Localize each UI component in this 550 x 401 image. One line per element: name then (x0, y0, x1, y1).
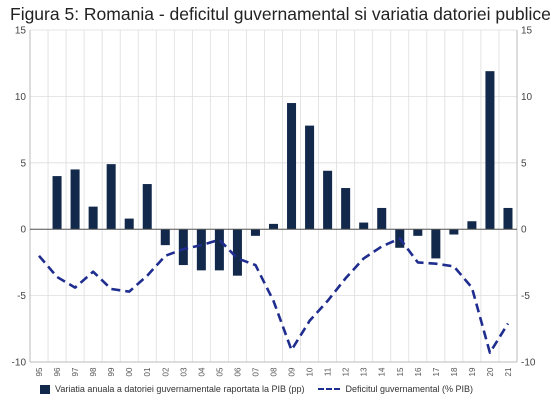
y-tick-label-right: 5 (521, 158, 527, 169)
bar-02 (160, 229, 170, 246)
bar-97 (70, 169, 80, 230)
x-tick-label: 97 (71, 367, 80, 376)
legend-item-line: Deficitul guvernamental (% PIB) (318, 384, 473, 394)
x-tick-label: 10 (306, 367, 315, 376)
legend-swatch-bars (40, 384, 50, 394)
chart-title: Figura 5: Romania - deficitul guvernamen… (10, 4, 550, 24)
legend-swatch-line (318, 388, 341, 390)
bar-20 (485, 71, 495, 230)
legend: Variatia anuala a datoriei guvernamental… (40, 384, 487, 394)
deficit-line (38, 237, 510, 355)
bar-06 (232, 229, 242, 276)
x-tick-label: 16 (414, 367, 423, 376)
y-tick-label-left: 10 (15, 92, 27, 103)
bar-13 (359, 222, 369, 230)
x-tick-label: 02 (161, 367, 170, 376)
legend-label-line: Deficitul guvernamental (% PIB) (345, 384, 474, 394)
y-tick-label-left: 5 (20, 158, 26, 169)
x-tick-label: 99 (107, 367, 116, 376)
line-layer (38, 237, 510, 355)
x-tick-label: 06 (233, 367, 242, 376)
bar-07 (250, 229, 260, 236)
bar-16 (413, 229, 423, 236)
grid-layer (29, 29, 518, 363)
y-tick-label-right: 0 (521, 225, 527, 236)
x-tick-label: 14 (378, 367, 387, 376)
bar-19 (467, 221, 477, 230)
x-tick-label: 07 (251, 367, 260, 376)
y-tick-label-right: 15 (521, 26, 533, 37)
bar-18 (449, 229, 459, 235)
x-tick-label: 01 (143, 367, 152, 376)
bar-08 (268, 223, 279, 230)
bar-17 (431, 229, 441, 259)
x-tick-label: 08 (270, 367, 279, 376)
y-tick-label-right: -10 (521, 358, 536, 369)
y-tick-label-left: 0 (20, 225, 26, 236)
y-tick-label-right: -5 (521, 291, 530, 302)
x-tick-label: 00 (125, 367, 134, 376)
x-tick-label: 04 (197, 367, 206, 376)
x-tick-label: 03 (179, 367, 188, 376)
bar-99 (106, 164, 116, 230)
bar-96 (52, 176, 62, 230)
bar-12 (341, 188, 351, 230)
bar-layer (52, 71, 513, 276)
x-tick-label: 95 (35, 367, 44, 376)
x-tick-label: 19 (468, 367, 477, 376)
bar-05 (214, 229, 224, 271)
x-tick-label: 96 (53, 367, 62, 376)
bar-09 (287, 103, 297, 230)
x-tick-label: 15 (396, 367, 405, 376)
bar-10 (305, 125, 315, 230)
y-tick-label-left: -5 (17, 291, 26, 302)
y-tick-label-left: 15 (15, 26, 27, 37)
x-tick-label: 21 (504, 367, 513, 376)
y-tick-label-left: -10 (12, 358, 27, 369)
x-tick-label: 13 (360, 367, 369, 376)
legend-item-bars: Variatia anuala a datoriei guvernamental… (40, 384, 304, 394)
bar-98 (88, 206, 98, 230)
y-tick-label-right: 10 (521, 92, 533, 103)
x-tick-label: 05 (215, 367, 224, 376)
x-tick-label: 20 (486, 367, 495, 376)
bar-21 (503, 207, 513, 230)
legend-label-bars: Variatia anuala a datoriei guvernamental… (55, 384, 305, 394)
bar-04 (196, 229, 206, 271)
x-tick-label: 17 (432, 367, 441, 376)
x-tick-label: 09 (288, 367, 297, 376)
bar-14 (377, 207, 387, 230)
bar-00 (124, 218, 134, 230)
bar-01 (142, 184, 152, 230)
bar-03 (178, 229, 188, 266)
x-tick-label: 11 (324, 367, 333, 376)
bar-11 (323, 170, 333, 230)
x-tick-label: 12 (342, 367, 351, 376)
x-tick-label: 98 (89, 367, 98, 376)
x-tick-label: 18 (450, 367, 459, 376)
